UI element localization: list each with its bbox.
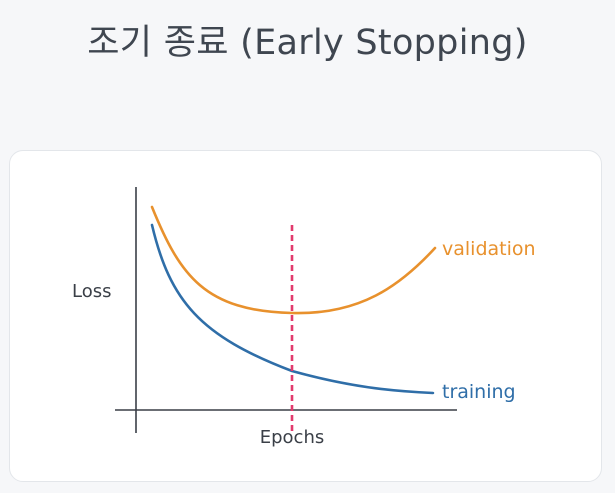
y-axis-label: Loss xyxy=(72,281,111,302)
chart-card: validation training Loss Epochs xyxy=(9,150,602,482)
training-label: training xyxy=(442,381,516,403)
page-title: 조기 종료 (Early Stopping) xyxy=(87,23,528,63)
early-stopping-chart: validation training Loss Epochs xyxy=(72,187,536,448)
x-axis-label: Epochs xyxy=(260,427,325,448)
training-curve xyxy=(150,223,435,395)
validation-curve xyxy=(150,205,437,315)
validation-label: validation xyxy=(442,238,536,260)
